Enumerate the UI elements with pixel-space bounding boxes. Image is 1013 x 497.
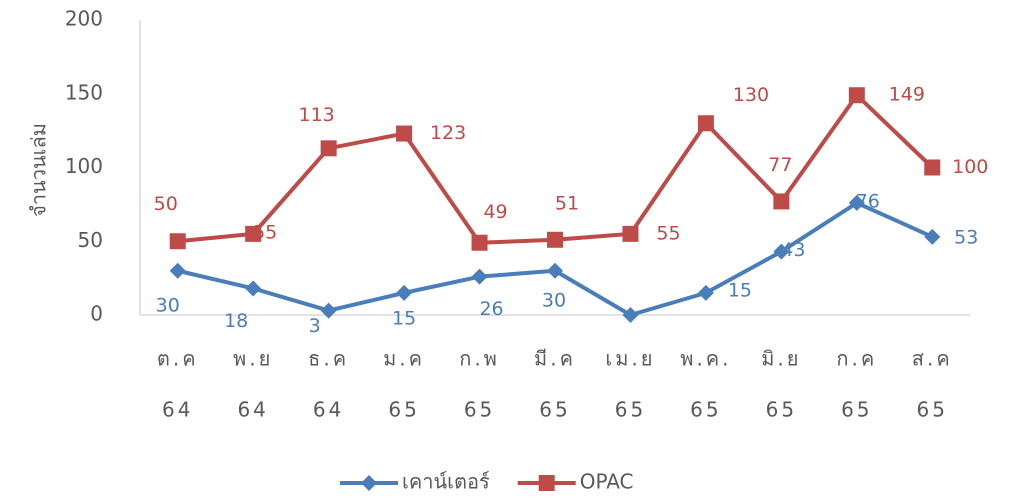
y-tick-label: 0 <box>90 302 103 326</box>
x-tick-label: 65 <box>388 398 419 422</box>
x-tick-label: ส.ค <box>912 347 953 371</box>
data-label: 51 <box>555 192 579 214</box>
x-tick-label: 64 <box>162 398 193 422</box>
data-label: 55 <box>253 221 277 243</box>
data-label: 3 <box>309 315 321 337</box>
x-tick-label: มิ.ย <box>761 347 801 371</box>
data-label: 43 <box>781 239 805 261</box>
y-axis-label: จำนวนเล่ม <box>27 123 51 217</box>
data-label: 113 <box>299 104 335 126</box>
x-tick-label: 65 <box>917 398 948 422</box>
y-tick-label: 150 <box>65 80 103 104</box>
x-tick-label: ธ.ค <box>308 347 349 371</box>
x-tick-label: พ.ค. <box>680 347 731 371</box>
data-label: 49 <box>483 201 507 223</box>
point <box>396 125 413 142</box>
data-label: 15 <box>392 307 416 329</box>
x-tick-label: 65 <box>841 398 872 422</box>
legend-label: เคาน์เตอร์ <box>402 470 490 494</box>
data-label: 15 <box>728 279 752 301</box>
x-tick-label: 65 <box>766 398 797 422</box>
legend-label: OPAC <box>580 470 634 494</box>
point <box>396 284 413 301</box>
data-label: 76 <box>856 190 880 212</box>
point <box>773 193 790 210</box>
point <box>320 302 337 319</box>
x-tick-label: ต.ค <box>157 347 199 371</box>
x-tick-label: ม.ค <box>383 347 425 371</box>
x-tick-label: 65 <box>464 398 495 422</box>
x-tick-label: 64 <box>313 398 344 422</box>
y-tick-label: 200 <box>65 7 103 31</box>
x-tick-label: 65 <box>539 398 570 422</box>
point <box>320 140 337 157</box>
series-line <box>177 93 934 245</box>
data-label: 53 <box>954 226 978 248</box>
point <box>169 233 186 250</box>
point <box>848 87 865 104</box>
y-tick-label: 50 <box>78 228 103 252</box>
point <box>245 280 262 297</box>
point <box>848 194 865 211</box>
point <box>547 231 563 248</box>
x-tick-label: พ.ย <box>233 347 273 371</box>
y-tick-label: 100 <box>65 154 103 178</box>
x-tick-label: มี.ค <box>534 347 576 371</box>
data-label: 18 <box>224 310 248 332</box>
data-label: 149 <box>889 84 925 106</box>
legend-marker <box>361 475 377 491</box>
x-tick-label: ก.ค <box>836 347 877 371</box>
x-tick-label: เม.ย <box>605 347 655 371</box>
data-label: 123 <box>430 122 466 144</box>
point <box>697 115 714 132</box>
data-label: 50 <box>154 193 178 215</box>
data-label: 130 <box>733 84 769 106</box>
point <box>169 262 186 279</box>
point <box>471 268 488 285</box>
point <box>924 228 941 245</box>
point <box>773 243 790 260</box>
data-label: 55 <box>656 222 680 244</box>
point <box>924 159 941 176</box>
point <box>547 262 563 279</box>
point <box>471 234 488 251</box>
point <box>245 225 262 242</box>
point <box>697 284 714 301</box>
x-tick-label: ก.พ <box>459 347 500 371</box>
legend-marker <box>538 475 555 491</box>
data-label: 26 <box>479 298 503 320</box>
point <box>622 307 639 323</box>
point <box>622 225 639 242</box>
x-tick-label: 65 <box>690 398 721 422</box>
x-tick-label: 65 <box>615 398 646 422</box>
x-tick-label: 64 <box>237 398 268 422</box>
data-label: 30 <box>542 289 566 311</box>
data-label: 30 <box>156 294 180 316</box>
data-label: 77 <box>768 154 792 176</box>
data-label: 100 <box>952 156 988 178</box>
